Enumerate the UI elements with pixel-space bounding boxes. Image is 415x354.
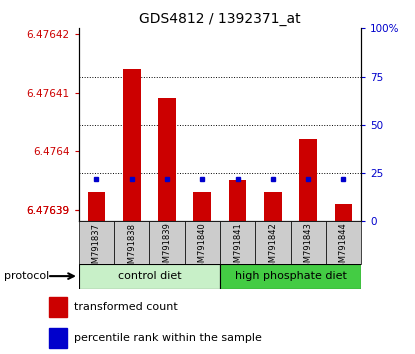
Text: control diet: control diet <box>117 271 181 281</box>
Text: GSM791838: GSM791838 <box>127 223 136 274</box>
Text: protocol: protocol <box>4 271 49 281</box>
Text: GSM791839: GSM791839 <box>163 223 171 273</box>
Text: GSM791844: GSM791844 <box>339 223 348 273</box>
FancyBboxPatch shape <box>326 221 361 264</box>
Text: GSM791842: GSM791842 <box>269 223 277 273</box>
FancyBboxPatch shape <box>149 221 185 264</box>
Bar <box>264 192 282 221</box>
Bar <box>49 328 67 348</box>
Bar <box>193 192 211 221</box>
Bar <box>49 297 67 317</box>
Bar <box>88 192 105 221</box>
Text: GSM791841: GSM791841 <box>233 223 242 273</box>
Text: GSM791843: GSM791843 <box>304 223 312 273</box>
Text: GSM791840: GSM791840 <box>198 223 207 273</box>
Bar <box>334 204 352 221</box>
Bar <box>229 180 247 221</box>
Bar <box>299 139 317 221</box>
FancyBboxPatch shape <box>220 264 361 289</box>
Title: GDS4812 / 1392371_at: GDS4812 / 1392371_at <box>139 12 301 26</box>
Bar <box>123 69 141 221</box>
FancyBboxPatch shape <box>79 221 114 264</box>
Text: GSM791837: GSM791837 <box>92 223 101 274</box>
Text: percentile rank within the sample: percentile rank within the sample <box>74 333 262 343</box>
FancyBboxPatch shape <box>79 264 220 289</box>
Text: transformed count: transformed count <box>74 302 178 312</box>
FancyBboxPatch shape <box>290 221 326 264</box>
FancyBboxPatch shape <box>114 221 149 264</box>
Text: high phosphate diet: high phosphate diet <box>234 271 347 281</box>
FancyBboxPatch shape <box>185 221 220 264</box>
FancyBboxPatch shape <box>220 221 255 264</box>
Bar <box>158 98 176 221</box>
FancyBboxPatch shape <box>255 221 290 264</box>
